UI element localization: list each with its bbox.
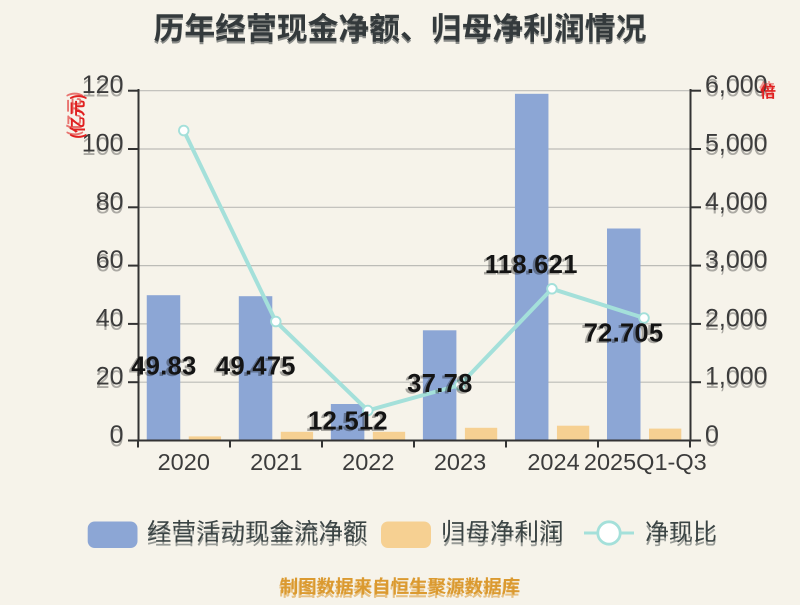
svg-text:0: 0 [110, 421, 124, 449]
svg-text:20: 20 [96, 363, 124, 391]
svg-text:120: 120 [82, 75, 124, 103]
svg-text:40: 40 [96, 308, 124, 336]
svg-text:6,000: 6,000 [705, 75, 768, 103]
svg-text:2025Q1-Q3: 2025Q1-Q3 [584, 449, 707, 475]
svg-text:37.78: 37.78 [407, 370, 472, 398]
svg-text:100: 100 [82, 130, 124, 158]
svg-text:12.512: 12.512 [306, 409, 386, 437]
svg-text:3,000: 3,000 [705, 250, 768, 278]
svg-text:2,000: 2,000 [705, 304, 768, 332]
svg-text:1,000: 1,000 [705, 363, 768, 391]
svg-text:80: 80 [96, 191, 124, 219]
svg-text:4,000: 4,000 [705, 188, 768, 216]
svg-text:72.705: 72.705 [584, 320, 664, 348]
svg-text:49.83: 49.83 [129, 354, 194, 382]
svg-text:3,000: 3,000 [705, 246, 768, 274]
svg-text:20: 20 [96, 366, 124, 394]
svg-text:80: 80 [96, 188, 124, 216]
svg-text:12.512: 12.512 [308, 408, 388, 436]
svg-text:2024: 2024 [527, 449, 579, 475]
svg-text:6,000: 6,000 [705, 71, 768, 99]
svg-text:72.705: 72.705 [581, 321, 661, 349]
svg-text:49.83: 49.83 [131, 353, 196, 381]
svg-text:4,000: 4,000 [705, 191, 768, 219]
svg-text:0: 0 [705, 425, 719, 453]
svg-text:60: 60 [96, 250, 124, 278]
svg-text:49.475: 49.475 [214, 354, 294, 382]
svg-text:2023: 2023 [434, 449, 486, 475]
svg-text:5,000: 5,000 [705, 133, 768, 161]
svg-text:2022: 2022 [342, 449, 394, 475]
svg-text:2020: 2020 [158, 449, 210, 475]
svg-text:0: 0 [110, 425, 124, 453]
svg-text:100: 100 [82, 133, 124, 161]
svg-text:120: 120 [82, 71, 124, 99]
svg-text:40: 40 [96, 304, 124, 332]
svg-text:0: 0 [705, 421, 719, 449]
svg-text:49.475: 49.475 [216, 353, 296, 381]
svg-text:5,000: 5,000 [705, 130, 768, 158]
svg-text:2,000: 2,000 [705, 308, 768, 336]
svg-text:118.621: 118.621 [482, 253, 575, 281]
svg-text:37.78: 37.78 [405, 372, 470, 400]
svg-text:118.621: 118.621 [485, 251, 578, 279]
svg-text:60: 60 [96, 246, 124, 274]
svg-text:1,000: 1,000 [705, 366, 768, 394]
svg-text:2021: 2021 [250, 449, 302, 475]
